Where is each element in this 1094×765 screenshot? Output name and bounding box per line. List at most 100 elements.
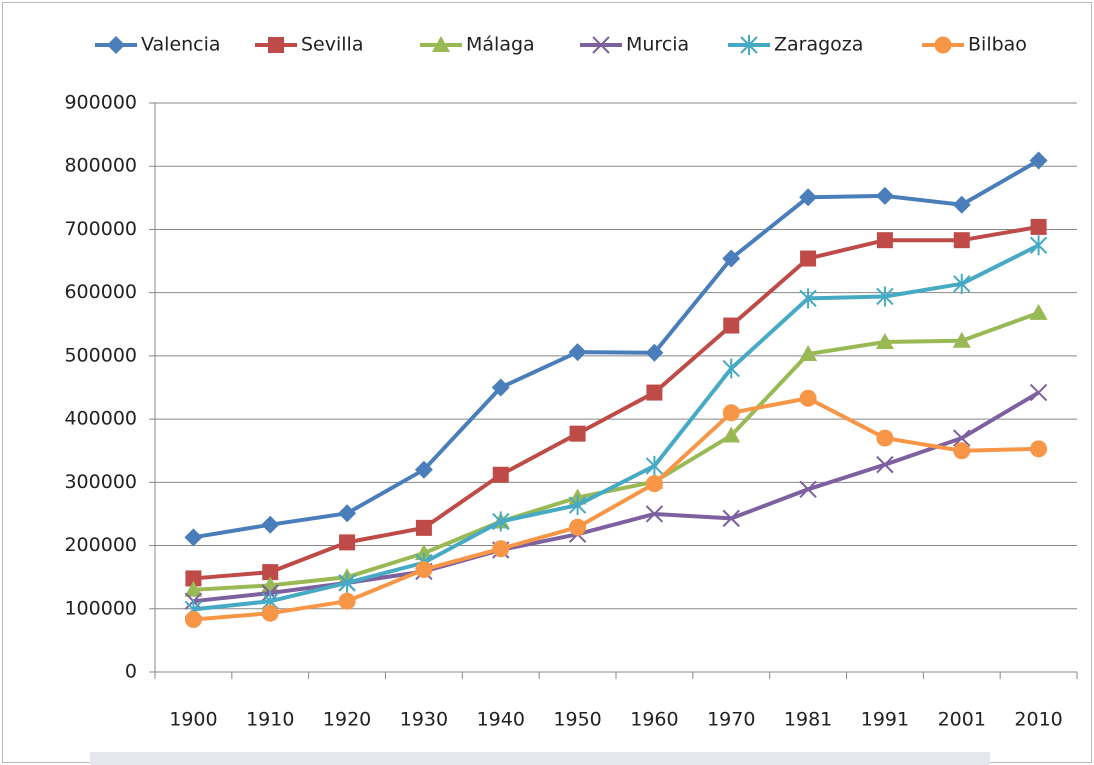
marker [261,515,280,534]
marker [799,288,817,309]
marker [414,544,433,561]
marker [262,564,279,581]
marker [952,195,971,214]
marker [261,604,279,622]
marker [185,570,202,587]
legend-marker [432,36,450,52]
x-tick-label: 1930 [400,709,448,731]
legend-label: Murcia [626,34,689,56]
marker [876,429,894,447]
marker [184,528,203,547]
marker [414,460,433,479]
marker [492,511,510,532]
y-tick-label: 100000 [64,597,137,619]
y-tick-label: 900000 [64,92,137,114]
marker [953,232,970,249]
marker [492,540,510,558]
marker [722,249,741,268]
marker [722,404,740,422]
marker [415,561,433,579]
marker [338,504,357,523]
legend-marker [268,37,284,53]
legend-label: Valencia [141,34,221,56]
marker [799,188,818,207]
x-tick-label: 2001 [938,709,986,731]
x-tick-label: 1970 [707,709,755,731]
marker [723,317,740,334]
marker [876,286,894,307]
marker [184,580,203,597]
x-tick-label: 1910 [246,709,294,731]
marker [722,426,741,443]
marker [645,505,664,523]
legend-label: Málaga [466,34,535,56]
series-line [193,396,1039,622]
legend-marker [934,36,952,54]
bottom-strip [90,752,990,765]
marker [953,442,971,460]
x-tick-label: 1940 [477,709,525,731]
marker [953,429,971,447]
marker [338,592,356,610]
marker [568,343,587,362]
legend-label: Bilbao [968,34,1027,56]
marker [568,495,587,516]
x-tick-label: 2010 [1014,709,1062,731]
marker [339,534,356,551]
marker [645,343,664,362]
series-line [193,224,1039,581]
legend-marker [740,35,758,55]
marker [875,332,894,349]
x-tick-label: 1950 [553,709,601,731]
marker [722,358,740,379]
series-line [193,243,1040,612]
marker [1029,235,1048,256]
x-tick-label: 1981 [784,709,832,731]
marker [876,232,893,249]
marker [1030,440,1048,458]
marker [646,384,663,401]
series-line [193,158,1040,540]
marker [1030,218,1047,235]
y-tick-label: 700000 [64,218,137,240]
x-tick-label: 1960 [630,709,678,731]
marker [492,466,509,483]
legend-label: Sevilla [301,34,363,56]
x-tick-label: 1991 [861,709,909,731]
marker [799,389,817,407]
marker [799,480,817,498]
y-tick-label: 500000 [64,344,137,366]
y-tick-label: 200000 [64,534,137,556]
legend-marker [592,36,610,54]
y-tick-label: 800000 [64,155,137,177]
marker [1029,151,1048,170]
marker [952,331,971,348]
y-tick-label: 0 [125,661,137,683]
marker [415,519,432,536]
marker [569,518,587,536]
legend-marker [107,36,125,54]
marker [338,572,356,593]
marker [491,378,510,397]
marker [645,475,663,493]
y-tick-label: 300000 [64,471,137,493]
marker [876,455,894,474]
x-tick-label: 1920 [323,709,371,731]
x-tick-label: 1900 [169,709,217,731]
marker [569,425,586,442]
y-tick-label: 600000 [64,281,137,303]
series-line [193,311,1040,592]
marker [1029,383,1048,402]
marker [875,186,894,205]
marker [645,455,664,476]
marker [722,509,740,528]
marker [1029,303,1048,320]
marker [800,250,817,267]
y-tick-label: 400000 [64,408,137,430]
marker [799,344,818,361]
marker [953,273,971,294]
marker [184,611,202,629]
legend-label: Zaragoza [774,34,863,56]
